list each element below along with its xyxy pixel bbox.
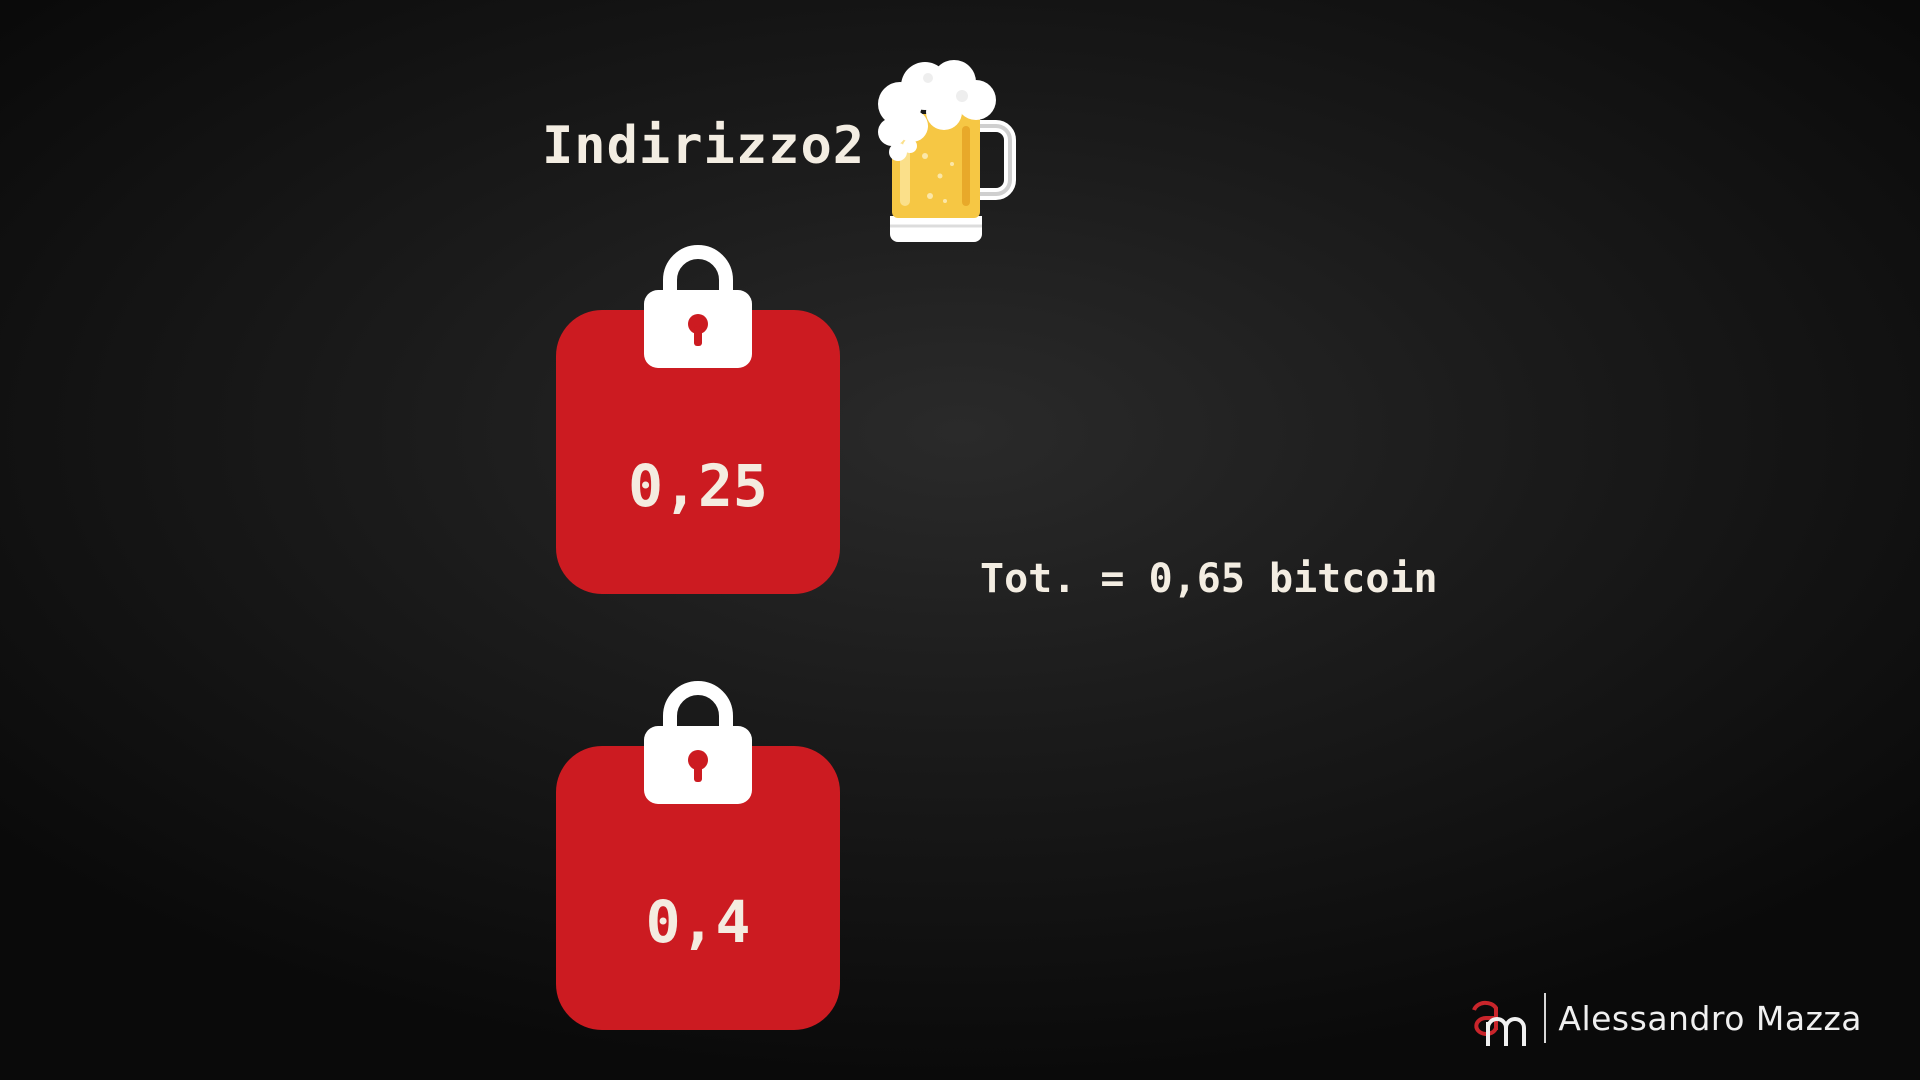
- utxo-amount: 0,4: [645, 888, 751, 956]
- beer-mug-icon: [878, 60, 1016, 242]
- brand-name: Alessandro Mazza: [1558, 998, 1862, 1038]
- padlock-icon: [644, 245, 752, 368]
- brand-watermark: Alessandro Mazza: [1468, 988, 1862, 1048]
- utxo-amount: 0,25: [628, 452, 768, 520]
- address-title: Indirizzo2: [542, 116, 866, 176]
- padlock-icon: [644, 681, 752, 804]
- total-balance: Tot. = 0,65 bitcoin: [980, 556, 1438, 602]
- brand-divider: [1544, 993, 1547, 1043]
- utxo-bag-1: 0,25: [556, 240, 840, 600]
- utxo-bag-2: 0,4: [556, 676, 840, 1036]
- am-logo: [1472, 1000, 1527, 1046]
